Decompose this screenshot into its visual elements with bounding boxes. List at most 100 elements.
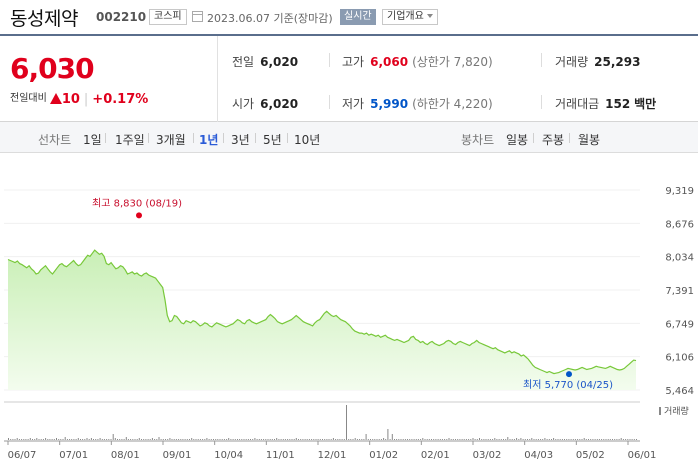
volume-bar [622, 439, 624, 440]
volume-bar [374, 439, 376, 440]
calendar-icon [192, 11, 203, 22]
period-1d[interactable]: 1일 [83, 133, 102, 147]
chart-annotations: 최고 8,830 (08/19) 최저 5,770 (04/25) [92, 197, 613, 391]
volume-bar [422, 438, 424, 440]
volume-bar [450, 439, 452, 440]
y-axis-ticks: 9,319 8,676 8,034 7,391 6,749 6,106 5,464 [665, 186, 694, 397]
volume-bar [230, 439, 232, 440]
volume-bar [485, 439, 487, 440]
divider [148, 133, 149, 143]
candle-daily[interactable]: 일봉 [506, 133, 529, 147]
candle-weekly[interactable]: 주봉 [542, 133, 565, 147]
prev-close-label: 전일 [232, 55, 255, 69]
x-tick-label: 06/01 [628, 450, 657, 461]
volume-bar [202, 439, 204, 440]
low-point-marker [566, 371, 572, 378]
volume-bar [136, 439, 138, 440]
open-price: 시가 6,020 [232, 95, 298, 112]
period-5y[interactable]: 5년 [263, 133, 282, 147]
volume-bar [18, 439, 20, 440]
divider [287, 133, 288, 143]
volume-bar [337, 439, 339, 440]
divider [223, 133, 224, 143]
volume-bar [548, 439, 550, 440]
company-overview-dropdown[interactable]: 기업개요 [382, 9, 438, 25]
volume-bar [533, 439, 535, 440]
volume-bar [45, 438, 47, 440]
volume-bar [32, 439, 33, 440]
high-annotation: 최고 8,830 (08/19) [92, 197, 182, 209]
x-tick-label: 07/01 [59, 450, 88, 461]
period-3y[interactable]: 3년 [231, 133, 250, 147]
volume-bar [546, 439, 548, 440]
x-tick-label: 04/03 [524, 450, 553, 461]
period-1y[interactable]: 1년 [199, 133, 219, 147]
volume-bar [184, 439, 186, 440]
high-price: 고가 6,060 (상한가 7,820) [342, 53, 493, 70]
stock-code: 002210 [96, 10, 147, 24]
stock-name: 동성제약 [10, 8, 78, 30]
volume-bar [398, 439, 400, 440]
change-value: 10 [61, 92, 80, 107]
x-tick-label: 05/02 [576, 450, 605, 461]
volume-bar [93, 439, 94, 440]
x-axis-ticks: 06/07 07/01 08/01 09/01 10/04 11/01 12/01 01/02… [7, 441, 657, 461]
volume-bar [518, 439, 520, 440]
volume-bar [457, 439, 459, 440]
volume-value: 25,293 [594, 55, 641, 69]
volume-bar [479, 438, 480, 440]
volume-bar [125, 437, 127, 440]
volume-bar [254, 438, 256, 440]
volume-bar [42, 439, 44, 440]
volume-bar [232, 439, 234, 440]
period-10y[interactable]: 10년 [294, 133, 321, 147]
volume-bar [542, 439, 544, 440]
volume-bar [112, 434, 114, 440]
y-tick-label: 9,319 [665, 186, 694, 197]
chart-period-bar: 선차트 1일 1주일 3개월 1년 3년 5년 10년 봉차트 일봉 주봉 월봉 [0, 122, 698, 153]
volume-bar [487, 439, 489, 440]
volume-bar [138, 438, 140, 440]
volume-bar [206, 438, 208, 440]
volume-bar [90, 438, 92, 440]
volume-bar [260, 439, 262, 440]
volume-bar [468, 439, 470, 440]
volume-bar [328, 439, 330, 440]
volume-bar [455, 439, 456, 440]
volume-bar [82, 439, 84, 440]
volume-bar [86, 438, 88, 440]
volume-bar [535, 439, 537, 440]
volume-bar [503, 439, 504, 440]
realtime-button[interactable]: 실시간 [340, 9, 376, 25]
volume-bar [574, 439, 576, 440]
volume-bar [180, 439, 182, 440]
line-chart-label: 선차트 [38, 133, 72, 147]
volume-bar [583, 438, 585, 440]
volume-bar [195, 439, 197, 440]
volume-bar [295, 438, 297, 440]
volume-bar [476, 439, 478, 440]
price-change: 전일대비 10 | +0.17% [10, 89, 148, 107]
volume-bar [527, 439, 528, 440]
volume-bar [302, 439, 304, 440]
volume-bar [256, 439, 258, 440]
volume-bar [162, 439, 164, 440]
volume-bar [167, 439, 169, 440]
volume-bar [62, 439, 64, 440]
divider [193, 133, 194, 143]
volume-bar [53, 439, 55, 440]
volume-bar [110, 439, 112, 440]
divider [541, 53, 542, 67]
volume-bar [474, 439, 476, 440]
period-1w[interactable]: 1주일 [115, 133, 145, 147]
volume-bar [483, 439, 485, 440]
volume-bar [326, 439, 328, 440]
volume-bar [134, 439, 136, 440]
candle-monthly[interactable]: 월봉 [578, 133, 601, 147]
volume-bar [154, 439, 156, 440]
period-3m[interactable]: 3개월 [156, 133, 186, 147]
volume-bar [579, 439, 581, 440]
volume-bar [361, 439, 363, 440]
volume-bar [463, 439, 465, 440]
volume-bar [267, 439, 269, 440]
